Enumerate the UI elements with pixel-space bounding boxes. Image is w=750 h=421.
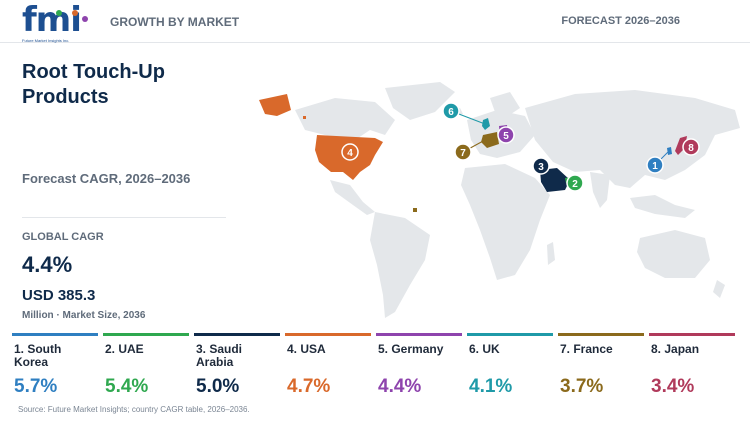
alaska-region[interactable] <box>259 94 291 116</box>
marker-1[interactable]: 1 <box>646 156 664 174</box>
market-card-uae[interactable]: 2. UAE 5.4% <box>103 333 189 403</box>
header: fmi Future Market Insights Inc. GROWTH B… <box>0 0 750 43</box>
market-name: 2. UAE <box>105 342 144 356</box>
page-subtitle: Forecast CAGR, 2026–2036 <box>22 171 191 186</box>
forecast-period-label: FORECAST 2026–2036 <box>561 15 680 27</box>
marker-7-label: 7 <box>460 148 466 159</box>
logo-dot-icon <box>72 10 78 16</box>
section-label: GROWTH BY MARKET <box>110 15 240 29</box>
market-card-saudi-arabia[interactable]: 3. Saudi Arabia 5.0% <box>194 333 280 403</box>
logo-wordmark: fmi <box>22 0 82 40</box>
marker-3-label: 3 <box>538 162 544 173</box>
marker-1-label: 1 <box>652 161 658 172</box>
market-cagr: 5.7% <box>14 376 58 397</box>
market-name: 6. UK <box>469 342 500 356</box>
market-cagr: 4.1% <box>469 376 513 397</box>
card-accent-bar <box>376 333 462 336</box>
market-name: 8. Japan <box>651 342 700 356</box>
market-cards: 1. South Korea 5.7% 2. UAE 5.4% 3. Saudi… <box>12 333 740 403</box>
uk-region[interactable] <box>482 118 490 130</box>
global-cagr-label: GLOBAL CAGR <box>22 231 104 243</box>
market-cagr: 5.4% <box>105 376 149 397</box>
marker-3[interactable]: 3 <box>532 157 550 175</box>
card-accent-bar <box>285 333 371 336</box>
logo-subtext: Future Market Insights Inc. <box>22 38 70 43</box>
market-cagr: 3.4% <box>651 376 695 397</box>
japan-region[interactable] <box>675 136 687 155</box>
card-accent-bar <box>558 333 644 336</box>
source-note: Source: Future Market Insights; country … <box>18 405 250 414</box>
card-accent-bar <box>649 333 735 336</box>
marker-6[interactable]: 6 <box>442 102 460 120</box>
market-name: 5. Germany <box>378 342 444 356</box>
market-name: 3. Saudi Arabia <box>196 342 243 369</box>
french-guiana-region <box>413 208 417 212</box>
market-card-france[interactable]: 7. France 3.7% <box>558 333 644 403</box>
hawaii-region <box>303 116 306 119</box>
marker-2[interactable]: 2 <box>566 174 584 192</box>
marker-4[interactable]: 4 <box>341 143 359 161</box>
market-name: 7. France <box>560 342 613 356</box>
market-card-south-korea[interactable]: 1. South Korea 5.7% <box>12 333 98 403</box>
page-title: Root Touch-Up Products <box>22 61 165 108</box>
global-cagr-value: 4.4% <box>22 252 73 277</box>
market-cagr: 5.0% <box>196 376 240 397</box>
card-accent-bar <box>103 333 189 336</box>
market-size-value: USD 385.3 <box>22 287 96 304</box>
logo-dot-icon <box>56 10 62 16</box>
card-accent-bar <box>467 333 553 336</box>
card-accent-bar <box>12 333 98 336</box>
marker-8[interactable]: 8 <box>682 138 700 156</box>
market-card-germany[interactable]: 5. Germany 4.4% <box>376 333 462 403</box>
marker-2-label: 2 <box>572 179 578 190</box>
market-card-usa[interactable]: 4. USA 4.7% <box>285 333 371 403</box>
south-korea-region[interactable] <box>667 147 672 155</box>
marker-6-label: 6 <box>448 107 454 118</box>
market-card-japan[interactable]: 8. Japan 3.4% <box>649 333 735 403</box>
marker-5[interactable]: 5 <box>497 126 515 144</box>
market-name: 4. USA <box>287 342 326 356</box>
market-cagr: 3.7% <box>560 376 604 397</box>
card-accent-bar <box>194 333 280 336</box>
market-size-label: Million · Market Size, 2036 <box>22 310 146 321</box>
world-map: 4 6 5 7 3 2 1 8 <box>259 82 740 318</box>
marker-4-label: 4 <box>347 148 353 159</box>
saudi-arabia-region[interactable] <box>540 168 570 192</box>
marker-8-label: 8 <box>688 143 694 154</box>
divider <box>22 217 226 218</box>
france-region[interactable] <box>481 132 499 148</box>
map-land <box>295 82 740 318</box>
fmi-logo[interactable]: fmi Future Market Insights Inc. <box>22 0 92 46</box>
market-card-uk[interactable]: 6. UK 4.1% <box>467 333 553 403</box>
market-cagr: 4.7% <box>287 376 331 397</box>
logo-dot-icon <box>82 16 88 22</box>
market-name: 1. South Korea <box>14 342 62 369</box>
marker-7[interactable]: 7 <box>454 143 472 161</box>
marker-5-label: 5 <box>503 131 509 142</box>
market-cagr: 4.4% <box>378 376 422 397</box>
